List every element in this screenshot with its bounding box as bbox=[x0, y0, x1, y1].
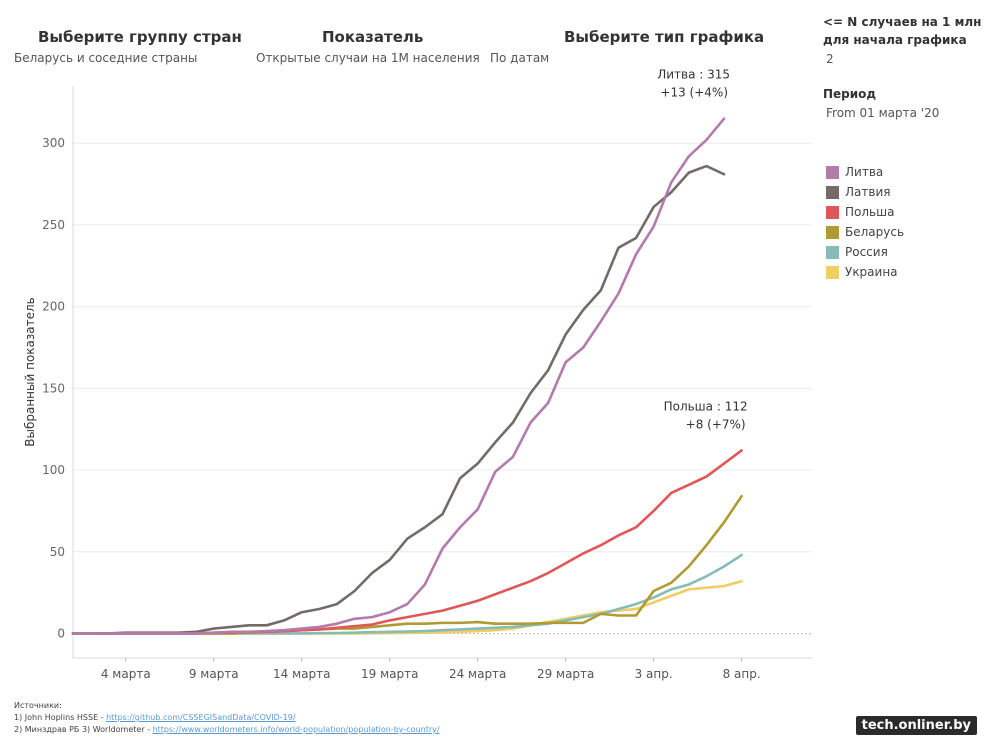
period-title: Период bbox=[823, 87, 877, 101]
threshold-title-line1: <= N случаев на 1 млн bbox=[823, 15, 982, 29]
legend-item-poland[interactable]: Польша bbox=[826, 204, 894, 220]
y-tick-label: 150 bbox=[42, 381, 65, 395]
y-tick-label: 250 bbox=[42, 218, 65, 232]
series-line-Литва bbox=[71, 117, 726, 635]
legend-item-russia[interactable]: Россия bbox=[826, 244, 888, 260]
x-tick-label: 29 марта bbox=[537, 667, 594, 681]
x-tick-label: 8 апр. bbox=[723, 667, 761, 681]
legend-swatch-latvia bbox=[826, 185, 839, 199]
sources-line-2: 2) Минздрав РБ 3) Worldometer - https://… bbox=[14, 725, 440, 734]
annotations: Литва : 315 +13 (+4%) Польша : 112 +8 (+7%) bbox=[657, 68, 747, 432]
legend-item-latvia[interactable]: Латвия bbox=[826, 184, 890, 200]
x-tick-label: 3 апр. bbox=[635, 667, 673, 681]
y-tick-label: 100 bbox=[42, 463, 65, 477]
y-tick-label: 300 bbox=[42, 136, 65, 150]
series-lines bbox=[71, 117, 743, 635]
legend-label-latvia: Латвия bbox=[845, 185, 891, 199]
series-line-Беларусь bbox=[71, 494, 743, 635]
legend-item-belarus[interactable]: Беларусь bbox=[826, 224, 904, 240]
x-tick-label: 24 марта bbox=[449, 667, 506, 681]
x-tick-label: 19 марта bbox=[361, 667, 418, 681]
axes: 0 50 100 150 200 250 300 4 марта 9 марта 14 марта… bbox=[23, 86, 812, 681]
period-selector[interactable]: From 01 марта '20 bbox=[826, 106, 940, 120]
country-group-selector[interactable]: Беларусь и соседние страны bbox=[14, 51, 198, 65]
annotation-change: +8 (+7%) bbox=[686, 417, 746, 431]
y-tick-label: 0 bbox=[57, 626, 65, 640]
annotation-label: Литва : 315 bbox=[657, 68, 730, 82]
series-line-Латвия bbox=[71, 164, 726, 635]
metric-selector[interactable]: Открытые случаи на 1М населения bbox=[256, 51, 480, 65]
annotation-label: Польша : 112 bbox=[664, 399, 748, 413]
legend-label-belarus: Беларусь bbox=[845, 225, 905, 239]
country-group-title: Выберите группу стран bbox=[38, 28, 242, 46]
sources-line-2-text: 2) Минздрав РБ 3) Worldometer - bbox=[14, 725, 153, 734]
legend-swatch-ukraine bbox=[826, 265, 839, 279]
legend-label-ukraine: Украина bbox=[845, 265, 898, 279]
threshold-title-line2: для начала графика bbox=[823, 33, 967, 47]
metric-title: Показатель bbox=[322, 28, 424, 46]
watermark-logo: tech.onliner.by bbox=[855, 716, 977, 735]
annotation-change: +13 (+4%) bbox=[660, 86, 728, 100]
legend-label-poland: Польша bbox=[845, 205, 895, 219]
legend-swatch-russia bbox=[826, 245, 839, 259]
legend-label-lithuania: Литва bbox=[845, 165, 884, 179]
x-tick-label: 14 марта bbox=[273, 667, 330, 681]
legend-swatch-poland bbox=[826, 205, 839, 219]
legend-swatch-lithuania bbox=[826, 165, 839, 179]
y-axis-label: Выбранный показатель bbox=[23, 297, 37, 447]
jhu-source-link[interactable]: https://github.com/CSSEGISandData/COVID-… bbox=[106, 713, 296, 722]
chart-type-title: Выберите тип графика bbox=[564, 28, 765, 46]
sources-heading: Источники: bbox=[14, 701, 62, 710]
worldometer-source-link[interactable]: https://www.worldometers.info/world-popu… bbox=[152, 725, 440, 734]
y-tick-label: 200 bbox=[42, 300, 65, 314]
x-tick-label: 9 марта bbox=[189, 667, 239, 681]
y-tick-label: 50 bbox=[50, 545, 65, 559]
threshold-input[interactable]: 2 bbox=[826, 52, 834, 66]
chart-type-selector[interactable]: По датам bbox=[490, 51, 550, 65]
legend-swatch-belarus bbox=[826, 225, 839, 239]
x-tick-label: 4 марта bbox=[101, 667, 151, 681]
legend-label-russia: Россия bbox=[845, 245, 888, 259]
series-line-Россия bbox=[71, 553, 743, 635]
legend-item-ukraine[interactable]: Украина bbox=[826, 264, 898, 280]
sources-line-1: 1) John Hoplins HSSE - https://github.co… bbox=[14, 713, 296, 722]
sources-line-1-text: 1) John Hoplins HSSE - bbox=[14, 713, 107, 722]
gridlines bbox=[73, 142, 812, 634]
legend-item-lithuania[interactable]: Литва bbox=[826, 164, 883, 180]
